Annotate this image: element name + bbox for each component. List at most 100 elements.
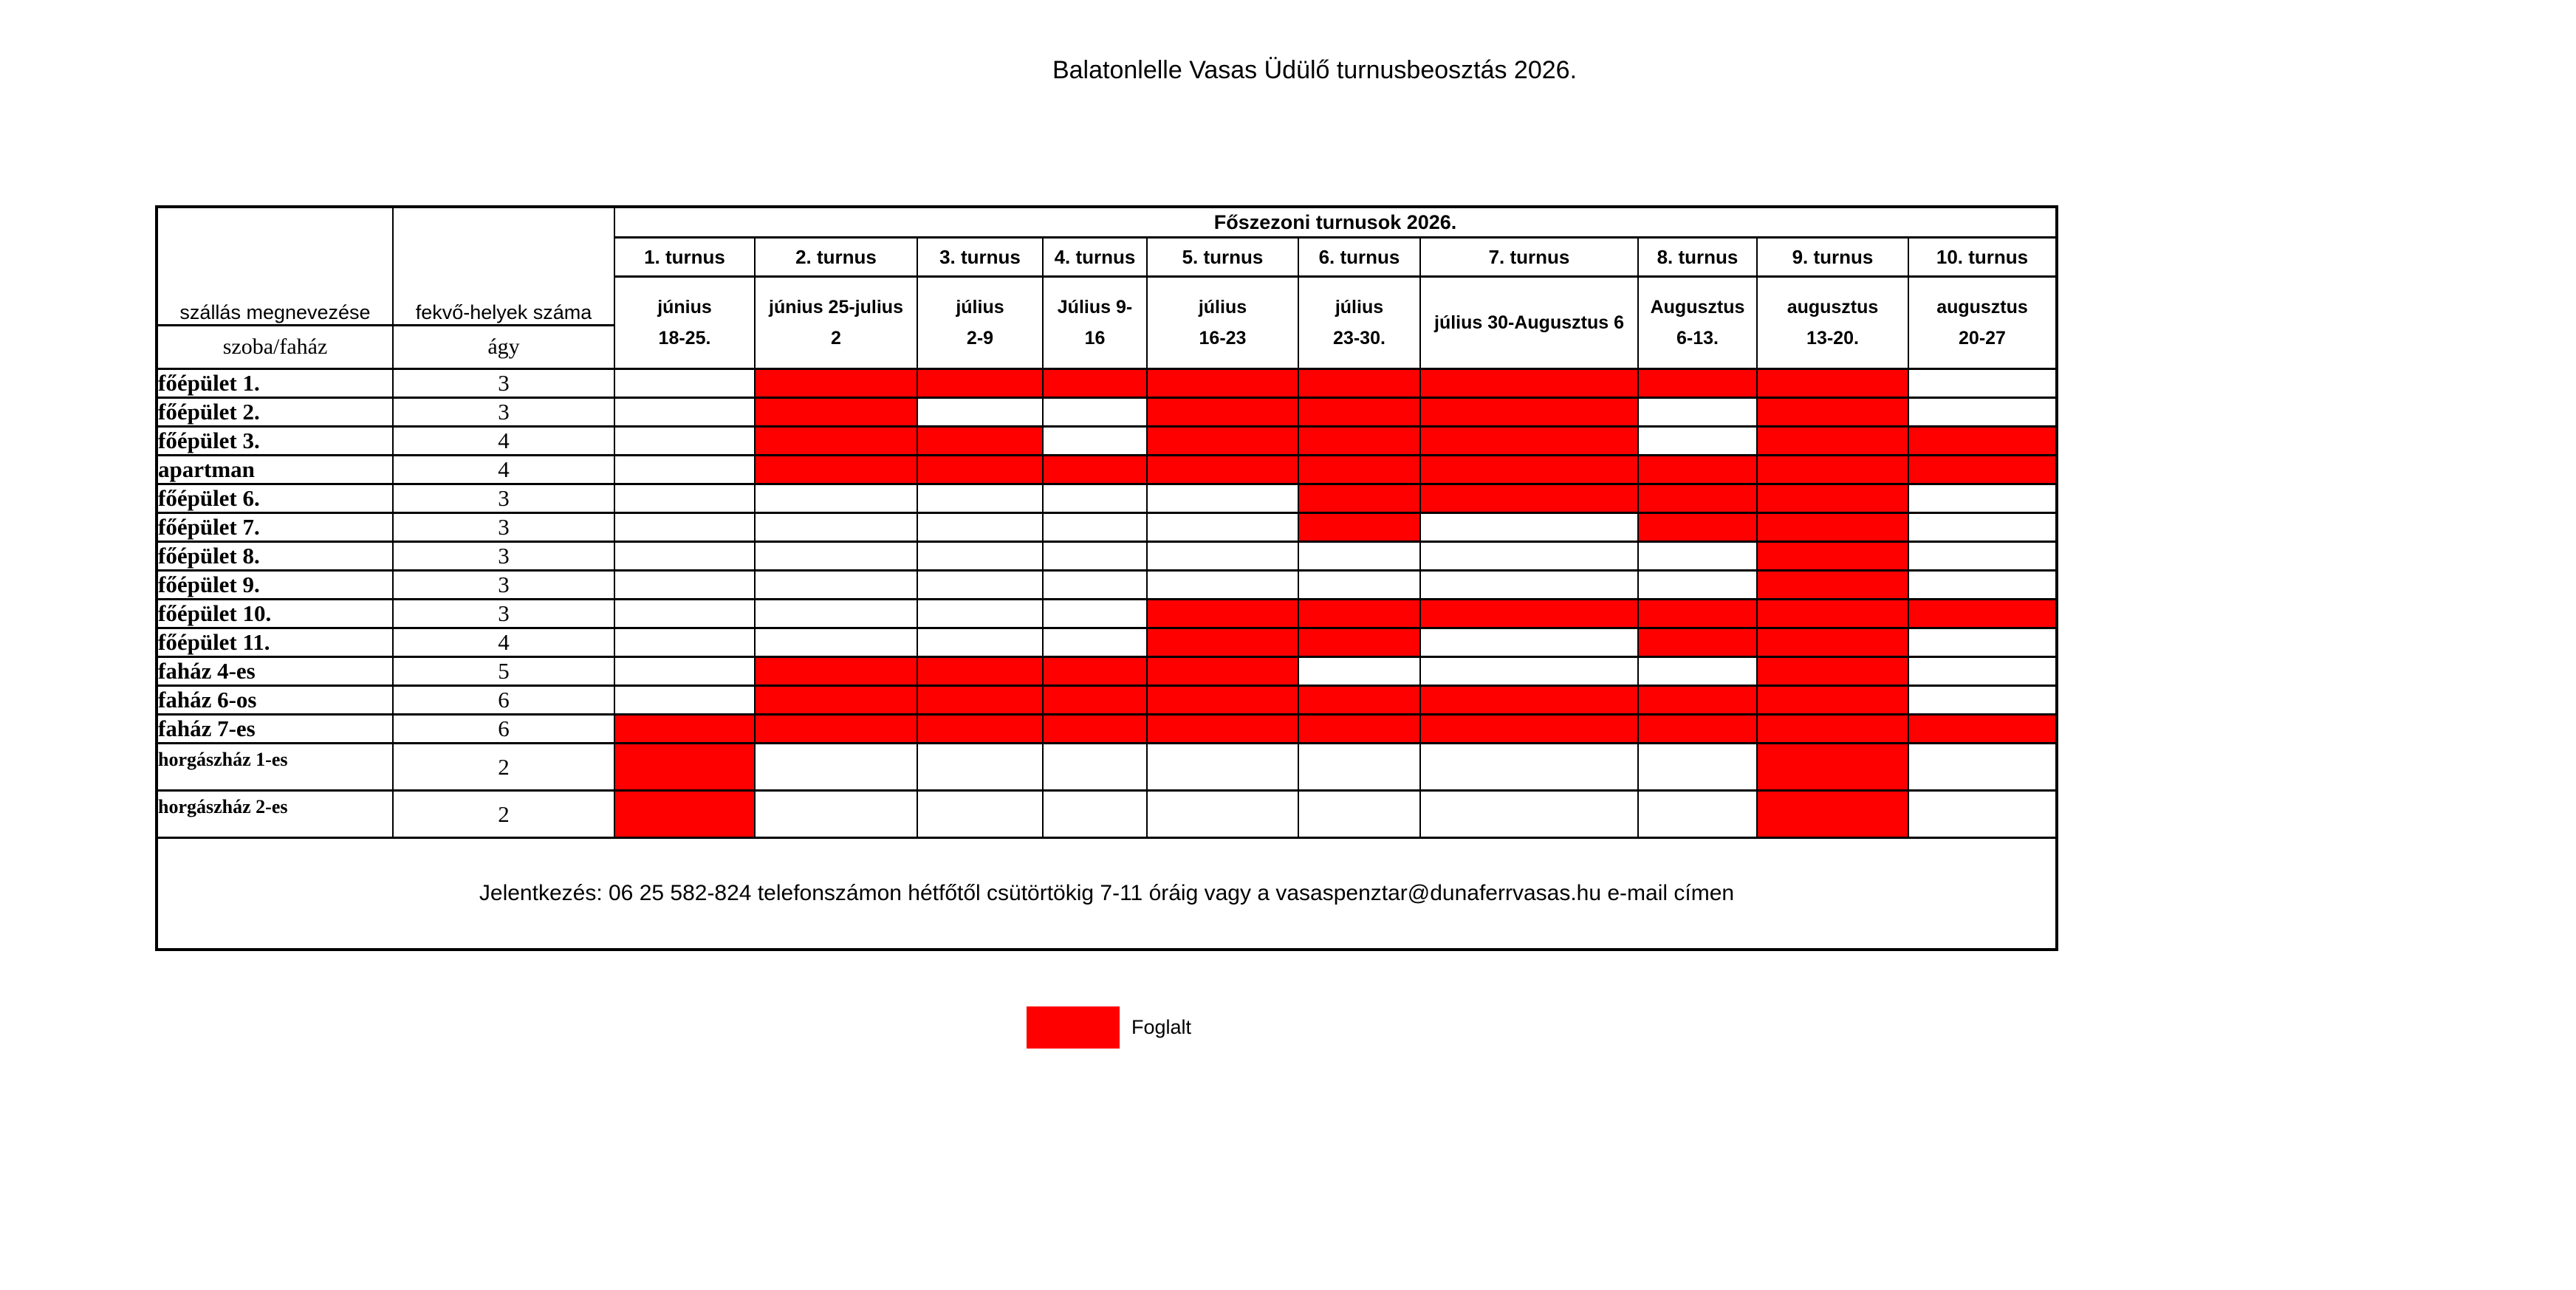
page-title: Balatonlelle Vasas Üdülő turnusbeosztás … <box>1052 56 1578 84</box>
occupancy-cell-free <box>614 569 756 600</box>
occupancy-cell-free <box>1146 541 1299 572</box>
occupancy-cell-free <box>754 541 918 572</box>
schedule-rows: főépület 1. 3 főépület 2. 3 főépület 3. 4 apar… <box>156 368 2058 839</box>
date-line: július 30-Augusztus 6 <box>1434 312 1624 333</box>
occupancy-cell-free <box>1042 512 1148 543</box>
occupancy-cell-free <box>1042 627 1148 658</box>
occupancy-cell-occupied <box>1756 789 1909 839</box>
occupancy-cell-free <box>1637 789 1758 839</box>
accommodation-subheader: szoba/faház <box>156 324 394 370</box>
occupancy-cell-occupied <box>1298 454 1421 485</box>
occupancy-cell-free <box>1908 397 2058 428</box>
turnus-dates-row: június 18-25. június 25-julius 2 július 2-9… <box>157 275 2058 370</box>
turnus-dates-cell: június 25-julius 2 <box>754 275 918 370</box>
table-row: főépület 7. 3 <box>156 512 2058 543</box>
occupancy-cell-occupied <box>917 425 1044 456</box>
occupancy-cell-occupied <box>917 685 1044 716</box>
occupancy-cell-occupied <box>1908 425 2058 456</box>
occupancy-cell-free <box>1908 627 2058 658</box>
beds-count-cell: 4 <box>392 627 615 658</box>
occupancy-cell-occupied <box>1298 598 1421 629</box>
occupancy-cell-free <box>1146 512 1299 543</box>
occupancy-cell-occupied <box>1419 483 1639 514</box>
occupancy-cell-occupied <box>1042 656 1148 687</box>
turnus-dates-cell: Augusztus 6-13. <box>1637 275 1758 370</box>
occupied-color-swatch <box>1027 1006 1120 1049</box>
occupancy-cell-occupied <box>1298 425 1421 456</box>
occupancy-cell-free <box>1637 425 1758 456</box>
date-line: június <box>657 296 712 318</box>
row-name-cell: főépület 1. <box>156 368 394 399</box>
occupancy-cell-occupied <box>1298 713 1421 744</box>
occupancy-cell-free <box>1908 541 2058 572</box>
beds-count-cell: 6 <box>392 713 615 744</box>
occupancy-cell-free <box>754 742 918 792</box>
beds-count-cell: 6 <box>392 685 615 716</box>
occupancy-cell-occupied <box>917 454 1044 485</box>
date-line: 20-27 <box>1959 328 2006 349</box>
occupancy-cell-occupied <box>1908 598 2058 629</box>
date-line: 13-20. <box>1806 328 1859 349</box>
occupancy-cell-free <box>1419 541 1639 572</box>
occupancy-cell-occupied <box>754 454 918 485</box>
beds-count-cell: 4 <box>392 425 615 456</box>
occupancy-cell-occupied <box>1637 454 1758 485</box>
occupancy-cell-occupied <box>1756 598 1909 629</box>
row-name-cell: faház 7-es <box>156 713 394 744</box>
occupancy-cell-occupied <box>1146 713 1299 744</box>
occupancy-cell-occupied <box>1419 598 1639 629</box>
subheader-row: szoba/faház ágy <box>156 324 2057 370</box>
date-line: 6-13. <box>1676 328 1719 349</box>
occupancy-cell-occupied <box>754 368 918 399</box>
occupancy-cell-occupied <box>1756 483 1909 514</box>
occupancy-cell-occupied <box>1756 454 1909 485</box>
occupancy-cell-occupied <box>1756 397 1909 428</box>
row-name-cell: horgászház 2-es <box>156 789 394 839</box>
occupancy-cell-free <box>1419 656 1639 687</box>
occupancy-cell-free <box>1908 742 2058 792</box>
occupancy-cell-free <box>1298 541 1421 572</box>
occupancy-cell-occupied <box>1419 397 1639 428</box>
date-line: augusztus <box>1936 296 2028 318</box>
occupancy-cell-occupied <box>1756 713 1909 744</box>
occupancy-cell-free <box>1146 742 1299 792</box>
occupancy-cell-occupied <box>754 685 918 716</box>
turnus-label-cell: 4. turnus <box>1042 236 1148 278</box>
occupancy-cell-free <box>614 425 756 456</box>
occupancy-cell-occupied <box>614 789 756 839</box>
occupancy-cell-free <box>1908 368 2058 399</box>
occupancy-cell-occupied <box>1756 656 1909 687</box>
occupancy-cell-free <box>917 541 1044 572</box>
occupancy-cell-free <box>1298 789 1421 839</box>
table-row: főépület 3. 4 <box>156 425 2058 456</box>
occupancy-cell-free <box>1419 742 1639 792</box>
occupancy-cell-occupied <box>1146 425 1299 456</box>
table-row: főépület 9. 3 <box>156 569 2058 600</box>
occupancy-cell-free <box>1042 425 1148 456</box>
beds-count-cell: 3 <box>392 512 615 543</box>
occupancy-cell-occupied <box>754 397 918 428</box>
occupancy-cell-free <box>614 397 756 428</box>
turnus-dates-cell: július 30-Augusztus 6 <box>1419 275 1639 370</box>
row-name-cell: horgászház 1-es <box>156 742 394 792</box>
occupancy-cell-free <box>917 598 1044 629</box>
occupancy-cell-occupied <box>1042 685 1148 716</box>
turnus-dates-cell: augusztus 20-27 <box>1908 275 2058 370</box>
accommodation-column-header: szállás megnevezése <box>156 205 394 326</box>
beds-count-cell: 3 <box>392 483 615 514</box>
date-line: 2 <box>831 328 841 349</box>
occupancy-cell-free <box>754 483 918 514</box>
date-line: 16-23 <box>1199 328 1247 349</box>
occupancy-cell-occupied <box>1756 512 1909 543</box>
occupancy-cell-free <box>614 541 756 572</box>
occupancy-cell-free <box>1637 569 1758 600</box>
occupancy-cell-free <box>1908 685 2058 716</box>
occupancy-cell-occupied <box>1419 368 1639 399</box>
occupancy-cell-free <box>917 512 1044 543</box>
occupancy-cell-occupied <box>917 656 1044 687</box>
row-name-cell: főépület 6. <box>156 483 394 514</box>
turnus-label-cell: 6. turnus <box>1298 236 1421 278</box>
turnus-dates-cell: július 23-30. <box>1298 275 1421 370</box>
occupancy-cell-free <box>917 569 1044 600</box>
row-name-cell: apartman <box>156 454 394 485</box>
